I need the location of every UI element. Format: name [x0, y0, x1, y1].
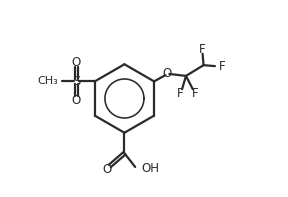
Text: F: F	[177, 87, 183, 100]
Text: F: F	[199, 43, 206, 56]
Text: O: O	[72, 56, 81, 69]
Text: F: F	[219, 60, 226, 73]
Text: O: O	[163, 67, 172, 80]
Text: S: S	[72, 75, 80, 88]
Text: O: O	[72, 94, 81, 107]
Text: OH: OH	[141, 162, 159, 175]
Text: CH₃: CH₃	[37, 76, 58, 86]
Text: O: O	[102, 163, 111, 176]
Text: F: F	[192, 87, 198, 100]
